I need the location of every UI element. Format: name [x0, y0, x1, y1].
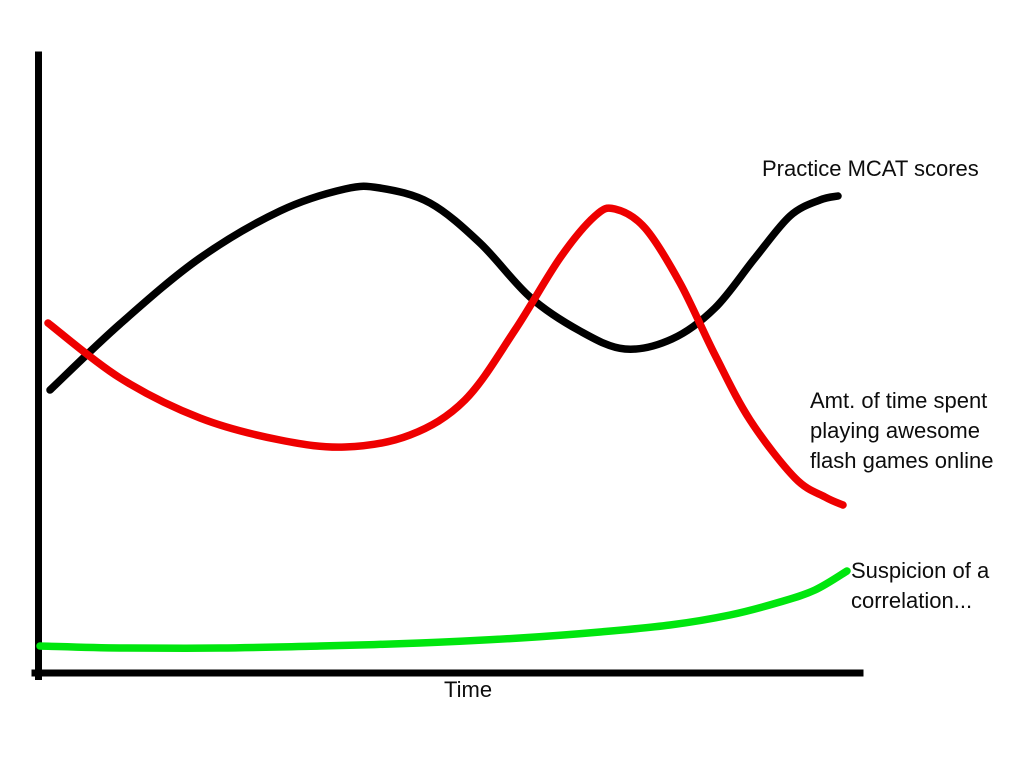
mcat-scores-label-line: Practice MCAT scores	[762, 156, 979, 181]
suspicion-label-line: Suspicion of a	[851, 558, 990, 583]
flash-games-label: Amt. of time spent playing awesome flash…	[810, 386, 993, 476]
mcat-scores-line	[46, 182, 842, 394]
flash-games-label-line: flash games online	[810, 448, 994, 473]
suspicion-label-line: correlation...	[851, 588, 973, 613]
flash-games-label-line: Amt. of time spent	[810, 388, 988, 413]
flash-games-label-line: playing awesome	[810, 418, 980, 443]
mcat-scores-label: Practice MCAT scores	[762, 154, 979, 184]
suspicion-line	[36, 567, 851, 652]
x-axis-label: Time	[444, 677, 493, 702]
suspicion-label: Suspicion of a correlation...	[851, 556, 989, 616]
flash-games-line	[44, 204, 847, 509]
